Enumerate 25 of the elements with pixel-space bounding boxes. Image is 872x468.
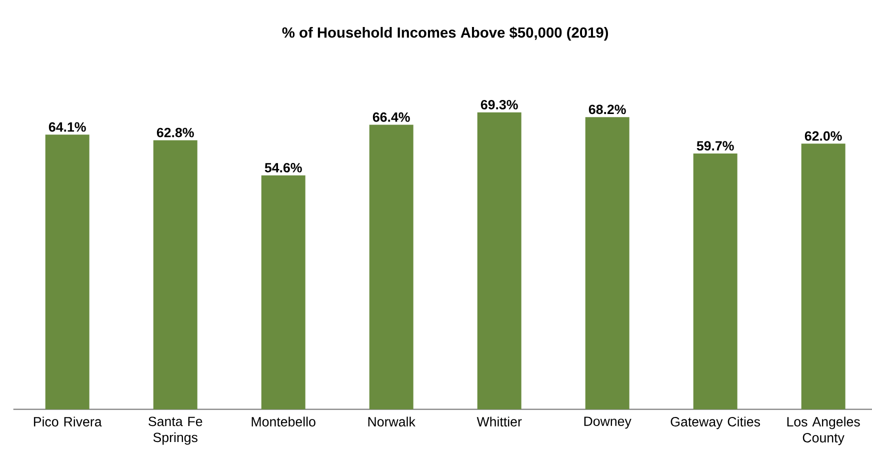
x-tick-label: Los Angeles County (787, 416, 860, 446)
data-label: 69.3% (480, 100, 518, 110)
bar (477, 112, 522, 410)
data-label: 66.4% (372, 112, 410, 122)
data-label: 64.1% (48, 122, 86, 132)
x-tick-label: Norwalk (368, 416, 416, 426)
x-tick-label: Montebello (252, 416, 316, 426)
data-label: 54.6% (264, 162, 302, 172)
bar (369, 124, 414, 410)
data-label: 59.7% (696, 141, 734, 151)
data-label: 62.8% (156, 128, 194, 138)
x-tick-label: Downey (584, 416, 632, 429)
bar (585, 117, 630, 410)
x-tick-label: Gateway Cities (670, 416, 760, 430)
bar (801, 144, 846, 410)
x-tick-label: Santa Fe Springs (148, 416, 202, 445)
data-label: 68.2% (588, 104, 626, 114)
bar (153, 140, 198, 410)
x-tick-label: Pico Rivera (34, 416, 102, 426)
bar (693, 153, 738, 410)
bar (45, 134, 90, 410)
x-tick-label: Whittier (476, 416, 522, 426)
data-label: 62.0% (804, 131, 842, 141)
bar (261, 175, 306, 410)
chart-title: % of Household Incomes Above $50,000 (2019) (282, 26, 608, 41)
